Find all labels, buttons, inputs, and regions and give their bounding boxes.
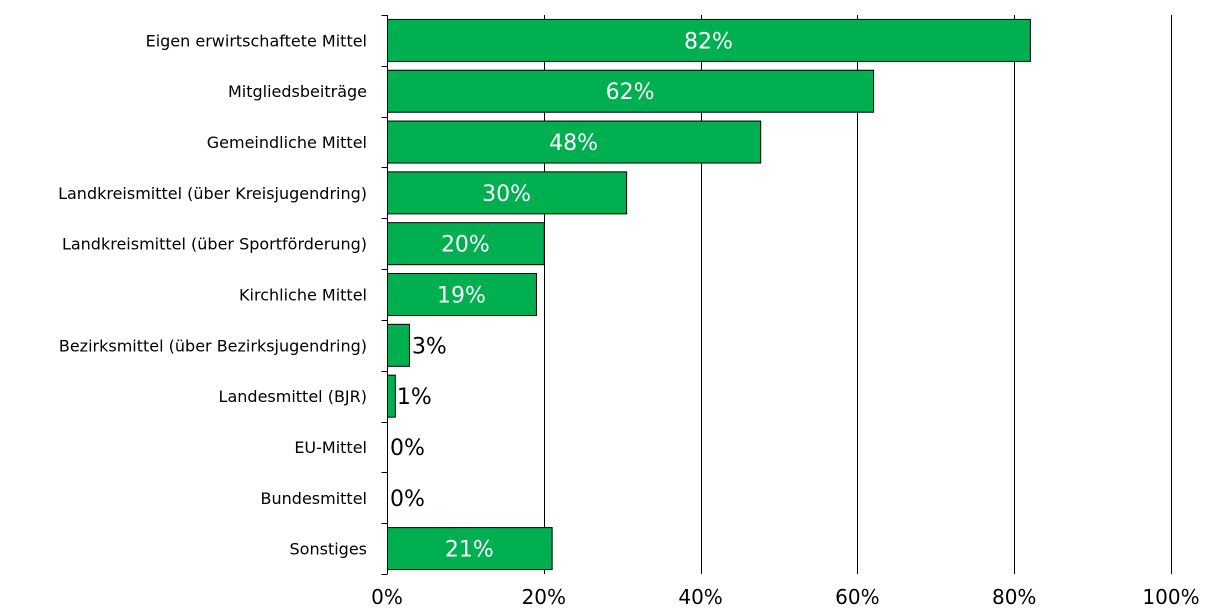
category-label: Bezirksmittel (über Bezirksjugendring) — [59, 336, 367, 355]
category-label: Bundesmittel — [261, 489, 367, 508]
data-label: 1% — [397, 385, 432, 410]
x-tick-label: 20% — [522, 585, 566, 609]
category-label: Landesmittel (BJR) — [219, 387, 367, 406]
x-tick-label: 60% — [835, 585, 879, 609]
category-label: Mitgliedsbeiträge — [228, 82, 367, 101]
data-label: 30% — [482, 182, 531, 207]
x-tick-label: 40% — [678, 585, 722, 609]
x-tick-labels: 0% 20% 40% 60% 80% 100% — [371, 585, 1199, 609]
data-label: 0% — [390, 487, 425, 512]
data-label: 19% — [437, 284, 486, 309]
bar — [387, 18, 1031, 62]
data-label: 21% — [445, 538, 494, 563]
y-axis — [381, 15, 388, 575]
bar — [387, 171, 628, 215]
category-label: Landkreismittel (über Kreisjugendring) — [58, 184, 367, 203]
x-tick-label: 100% — [1142, 585, 1199, 609]
data-label: 62% — [606, 80, 655, 105]
data-label: 48% — [549, 131, 598, 156]
bar — [387, 323, 410, 367]
category-labels: Eigen erwirtschaftete Mittel Mitgliedsbei… — [58, 31, 367, 558]
x-tick-label: 80% — [992, 585, 1036, 609]
bar — [387, 273, 537, 316]
category-label: Kirchliche Mittel — [239, 286, 367, 305]
bar — [387, 120, 762, 164]
category-label: Eigen erwirtschaftete Mittel — [146, 31, 367, 50]
data-label: 0% — [390, 436, 425, 461]
bar — [387, 222, 545, 266]
data-label: 20% — [441, 233, 490, 258]
category-label: Sonstiges — [290, 540, 367, 559]
category-label: Landkreismittel (über Sportförderung) — [62, 235, 367, 254]
bar — [387, 374, 396, 418]
data-label: 3% — [412, 334, 447, 359]
data-labels: 82% 62% 48% 30% 20% 19% 3% 1% 0% 0% 21% — [390, 29, 733, 562]
x-tick-label: 0% — [371, 585, 403, 609]
category-label: EU-Mittel — [294, 438, 367, 457]
data-label: 82% — [684, 29, 733, 54]
category-label: Gemeindliche Mittel — [207, 133, 367, 152]
